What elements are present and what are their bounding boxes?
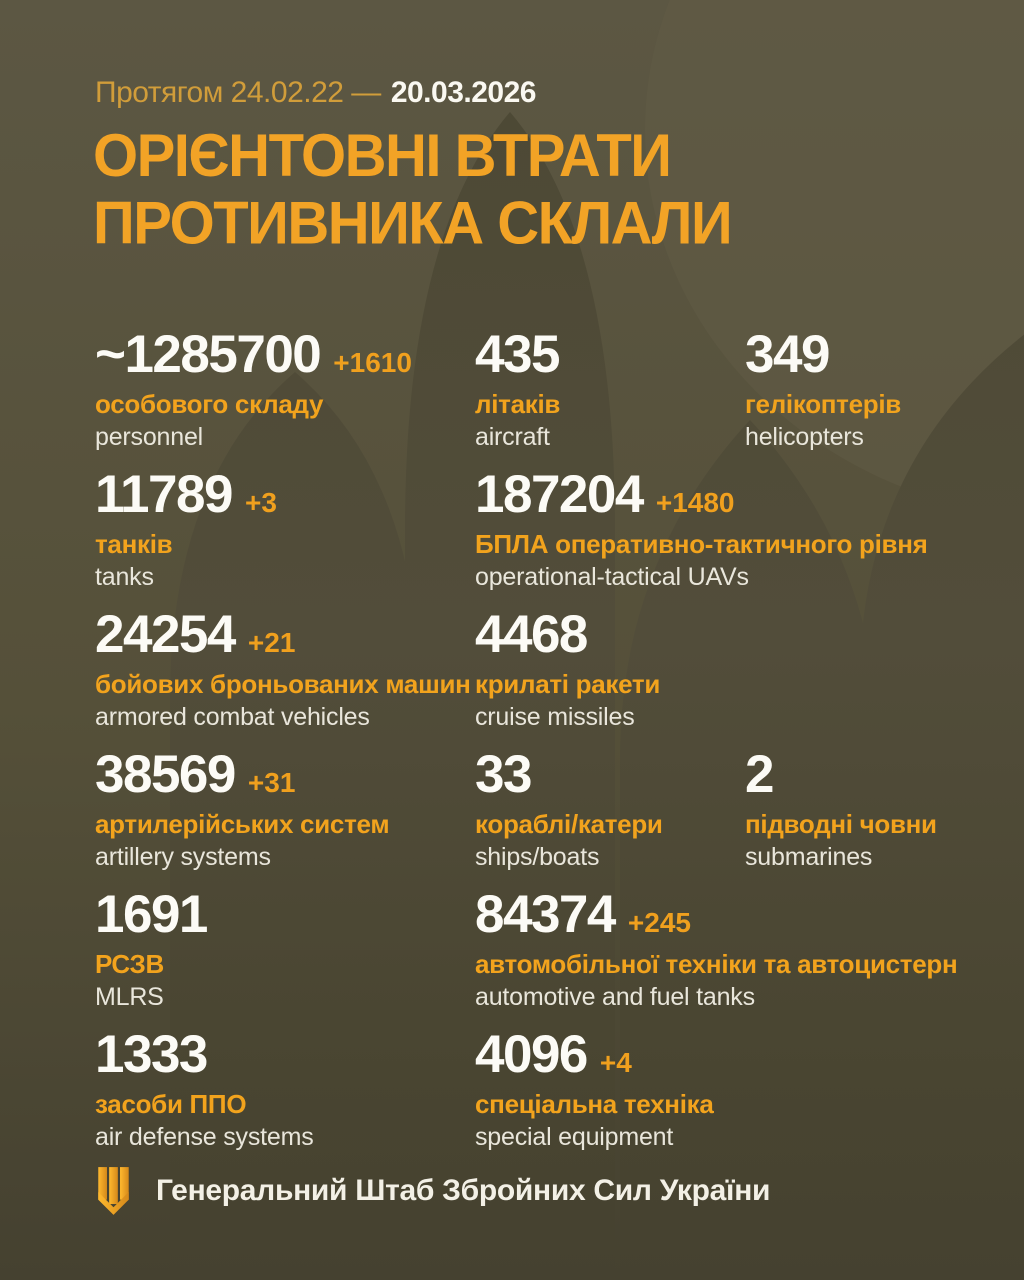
stat-label-ua: кораблі/катери	[475, 809, 663, 839]
stat-artillery: 38569 +31 артилерійських систем artillery…	[95, 745, 390, 872]
stat-label-en: personnel	[95, 423, 204, 451]
stat-delta: +245	[627, 907, 691, 938]
stat-label-ua: спеціальна техніка	[475, 1089, 714, 1119]
stat-value: 4468	[475, 605, 588, 664]
footer: Генеральний Штаб Збройних Сил України	[95, 1166, 770, 1216]
stat-label-ua: засоби ППО	[95, 1089, 247, 1119]
stat-label-ua: особового складу	[95, 389, 324, 419]
stat-label-ua: крилаті ракети	[475, 669, 661, 699]
stat-mlrs: 1691 РСЗВ MLRS	[95, 885, 220, 1012]
stat-label-ua: гелікоптерів	[745, 389, 901, 419]
stat-value: 349	[745, 325, 830, 384]
stat-submarines: 2 підводні човни submarines	[745, 745, 937, 872]
stat-ships: 33 кораблі/катери ships/boats	[475, 745, 663, 872]
stat-label-en: submarines	[745, 843, 873, 871]
stat-label-en: ships/boats	[475, 843, 600, 871]
stat-value: 2	[745, 745, 774, 804]
stat-tanks: 11789 +3 танків tanks	[95, 465, 277, 592]
stat-value: 1333	[95, 1025, 208, 1084]
stat-air-defense: 1333 засоби ППО air defense systems	[95, 1025, 314, 1152]
stat-delta: +21	[247, 627, 296, 658]
stat-label-en: helicopters	[745, 423, 864, 451]
stat-value: 1691	[95, 885, 208, 944]
page-title: ОРІЄНТОВНІ ВТРАТИ ПРОТИВНИКА СКЛАЛИ	[93, 122, 733, 258]
stat-delta: +4	[599, 1047, 632, 1078]
period-prefix: Протягом 24.02.22 —	[95, 76, 381, 109]
stat-label-ua: РСЗВ	[95, 949, 164, 979]
stat-special-equipment: 4096 +4 спеціальна техніка special equipm…	[475, 1025, 714, 1152]
stat-value: 33	[475, 745, 532, 804]
stat-label-en: artillery systems	[95, 843, 271, 871]
stat-aircraft: 435 літаків aircraft	[475, 325, 572, 452]
stat-label-en: MLRS	[95, 983, 164, 1011]
stat-value: 11789	[95, 465, 233, 524]
stat-value: 4096	[475, 1025, 588, 1084]
stat-label-ua: танків	[95, 529, 173, 559]
stat-value: 38569	[95, 745, 236, 804]
report-date: 20.03.2026	[390, 76, 537, 109]
stat-label-ua: артилерійських систем	[95, 809, 390, 839]
stat-label-ua: підводні човни	[745, 809, 937, 839]
stat-value: ~1285700	[95, 325, 322, 384]
stat-cruise-missiles: 4468 крилаті ракети cruise missiles	[475, 605, 661, 732]
stat-label-en: operational-tactical UAVs	[475, 563, 749, 591]
stat-value: 84374	[475, 885, 616, 944]
stat-delta: +31	[247, 767, 296, 798]
title-line-2: ПРОТИВНИКА СКЛАЛИ	[93, 189, 733, 258]
stat-label-en: air defense systems	[95, 1123, 314, 1151]
stat-label-en: armored combat vehicles	[95, 703, 370, 731]
title-line-1: ОРІЄНТОВНІ ВТРАТИ	[93, 122, 672, 190]
stat-label-ua: літаків	[475, 389, 561, 419]
trident-icon	[98, 1167, 129, 1215]
stat-helicopters: 349 гелікоптерів helicopters	[745, 325, 901, 452]
stat-label-en: special equipment	[475, 1123, 674, 1151]
stat-delta: +3	[244, 487, 277, 518]
stat-label-en: aircraft	[475, 423, 550, 451]
stat-label-ua: бойових броньованих машин	[95, 669, 471, 699]
stat-delta: +1480	[655, 487, 735, 518]
stat-label-ua: автомобільної техніки та автоцистерн	[475, 949, 958, 979]
stat-label-ua: БПЛА оперативно-тактичного рівня	[475, 529, 928, 559]
stat-value: 24254	[95, 605, 236, 664]
stat-automotive: 84374 +245 автомобільної техніки та автоц…	[475, 885, 958, 1012]
footer-org-name: Генеральний Штаб Збройних Сил України	[156, 1174, 771, 1207]
stat-armored-vehicles: 24254 +21 бойових броньованих машин armor…	[95, 605, 471, 732]
stat-label-en: cruise missiles	[475, 703, 635, 731]
stat-label-en: tanks	[95, 563, 154, 591]
stat-value: 187204	[475, 465, 644, 524]
stat-value: 435	[475, 325, 560, 384]
report-period: Протягом 24.02.22 — 20.03.2026	[95, 76, 536, 110]
stat-label-en: automotive and fuel tanks	[475, 983, 755, 1011]
stat-personnel: ~1285700 +1610 особового складу personnel	[95, 325, 412, 452]
stat-uavs: 187204 +1480 БПЛА оперативно-тактичного р…	[475, 465, 928, 592]
stat-delta: +1610	[333, 347, 412, 378]
